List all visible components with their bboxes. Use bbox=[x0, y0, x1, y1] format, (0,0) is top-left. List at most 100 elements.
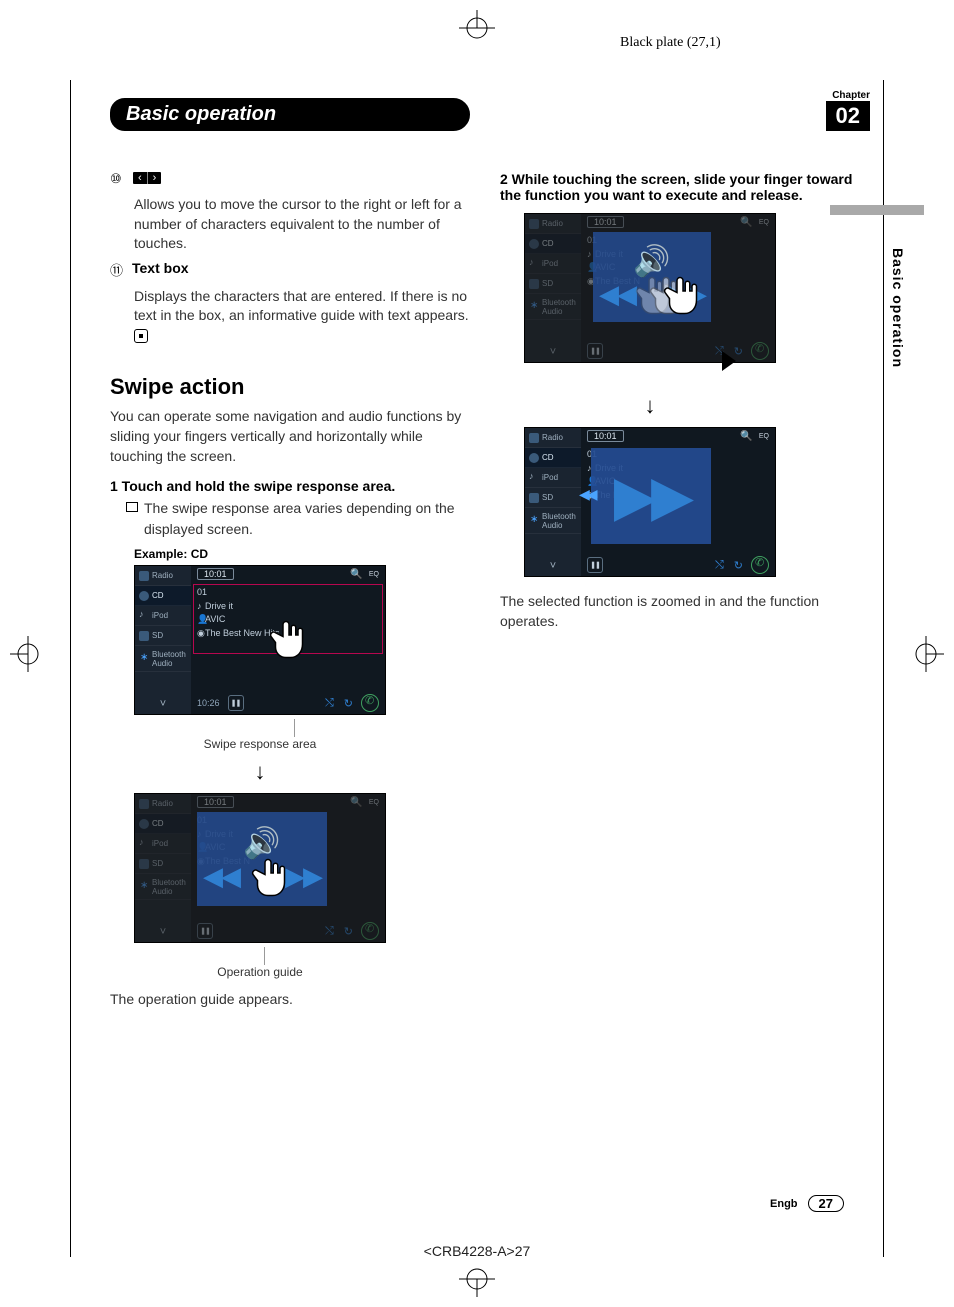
side-item-more: ˅ bbox=[135, 926, 191, 942]
eq-icon: EQ bbox=[369, 799, 379, 806]
side-item-cd: CD bbox=[135, 586, 191, 606]
language-label: Engb bbox=[770, 1198, 798, 1210]
pause-icon bbox=[587, 557, 603, 573]
cursor-left-right-key: ‹ › bbox=[132, 171, 162, 185]
device-time: 10:01 bbox=[197, 568, 234, 580]
phone-icon bbox=[361, 922, 379, 940]
item-11-title: Text box bbox=[132, 260, 189, 276]
side-item-more: ˅ bbox=[525, 560, 581, 576]
pause-icon bbox=[587, 343, 603, 359]
cd-icon bbox=[139, 591, 149, 601]
side-item-bluetooth: Bluetooth Audio bbox=[525, 508, 581, 534]
plate-label: Black plate (27,1) bbox=[620, 35, 721, 51]
device-time: 10:01 bbox=[587, 430, 624, 442]
down-arrow-icon: ↓ bbox=[134, 759, 386, 785]
device-screenshot-operation-guide: Radio CD iPod SD Bluetooth Audio ˅ 10:01… bbox=[134, 793, 386, 943]
shuffle-icon: ⤭ bbox=[715, 559, 724, 572]
hand-hold-icon bbox=[247, 852, 295, 900]
phone-icon bbox=[361, 694, 379, 712]
section-title-pill: Basic operation bbox=[110, 98, 470, 131]
repeat-icon: ↻ bbox=[734, 559, 743, 572]
radio-icon bbox=[139, 571, 149, 581]
item-10-description: Allows you to move the cursor to the rig… bbox=[134, 195, 470, 254]
swipe-area-caption: Swipe response area bbox=[134, 719, 386, 751]
skip-forward-big-icon: ▶▶ bbox=[614, 463, 688, 529]
page-margin-left bbox=[70, 80, 71, 1257]
sd-icon bbox=[139, 631, 149, 641]
operation-guide-caption: Operation guide bbox=[134, 947, 386, 979]
pause-icon bbox=[228, 695, 244, 711]
document-code: <CRB4228-A>27 bbox=[424, 1243, 531, 1259]
page-number: 27 bbox=[808, 1195, 844, 1212]
repeat-icon: ↻ bbox=[344, 697, 353, 710]
phone-icon bbox=[751, 342, 769, 360]
side-item-ipod: iPod bbox=[525, 254, 581, 274]
shuffle-icon: ⤭ bbox=[325, 697, 334, 710]
device-time: 10:01 bbox=[587, 216, 624, 228]
side-item-radio: Radio bbox=[525, 428, 581, 448]
chapter-label: Chapter bbox=[826, 90, 870, 101]
side-item-more: ˅ bbox=[135, 698, 191, 714]
side-item-ipod: iPod bbox=[525, 468, 581, 488]
side-item-ipod: iPod bbox=[135, 606, 191, 626]
side-item-bluetooth: Bluetooth Audio bbox=[135, 874, 191, 900]
hand-hold-icon bbox=[265, 614, 313, 662]
search-icon: 🔍 bbox=[740, 217, 752, 228]
side-item-bluetooth: Bluetooth Audio bbox=[525, 294, 581, 320]
step-2-title: 2 While touching the screen, slide your … bbox=[500, 171, 860, 203]
device-screenshot-zoomed: Radio CD iPod SD Bluetooth Audio ˅ 10:01… bbox=[524, 427, 776, 577]
side-item-sd: SD bbox=[135, 626, 191, 646]
search-icon: 🔍 bbox=[740, 431, 752, 442]
search-icon: 🔍 bbox=[350, 569, 362, 580]
repeat-icon: ↻ bbox=[344, 925, 353, 938]
side-tab-label: Basic operation bbox=[890, 248, 906, 368]
crop-mark-right bbox=[908, 636, 944, 672]
list-number-10: ⑩ bbox=[110, 171, 132, 187]
crop-mark-bottom bbox=[459, 1261, 495, 1297]
bluetooth-icon bbox=[139, 654, 149, 664]
step-1-note: The swipe response area varies depending… bbox=[144, 498, 470, 539]
note-icon bbox=[139, 611, 149, 621]
swipe-action-intro: You can operate some navigation and audi… bbox=[110, 406, 470, 467]
pause-icon bbox=[197, 923, 213, 939]
down-arrow-icon: ↓ bbox=[524, 393, 776, 419]
hand-slide-icon bbox=[659, 270, 707, 318]
side-item-more: ˅ bbox=[525, 346, 581, 362]
side-item-radio: Radio bbox=[135, 566, 191, 586]
search-icon: 🔍 bbox=[350, 797, 362, 808]
skip-back-icon: ◀◀ bbox=[599, 279, 635, 310]
cursor-left-icon: ‹ bbox=[133, 172, 148, 184]
side-item-radio: Radio bbox=[135, 794, 191, 814]
device-screenshot-swipe-area: Radio CD iPod SD Bluetooth Audio ˅ 10:01… bbox=[134, 565, 386, 715]
crop-mark-left bbox=[10, 636, 46, 672]
skip-back-icon: ◀◀ bbox=[203, 861, 239, 892]
shuffle-icon: ⤭ bbox=[325, 925, 334, 938]
side-item-sd: SD bbox=[525, 488, 581, 508]
step-1-result: The operation guide appears. bbox=[110, 989, 470, 1009]
phone-icon bbox=[751, 556, 769, 574]
side-item-bluetooth: Bluetooth Audio bbox=[135, 646, 191, 672]
swipe-action-heading: Swipe action bbox=[110, 374, 470, 400]
example-label: Example: CD bbox=[134, 547, 470, 561]
elapsed-time: 10:26 bbox=[197, 698, 220, 708]
side-item-sd: SD bbox=[525, 274, 581, 294]
side-item-radio: Radio bbox=[525, 214, 581, 234]
step-1-title: 1 Touch and hold the swipe response area… bbox=[110, 478, 470, 494]
page-margin-right bbox=[883, 80, 884, 1257]
skip-back-small-icon: ◀◀ bbox=[579, 486, 595, 503]
zoomed-function-overlay: ◀◀ ▶▶ bbox=[591, 448, 711, 544]
side-item-cd: CD bbox=[525, 448, 581, 468]
side-item-ipod: iPod bbox=[135, 834, 191, 854]
eq-icon: EQ bbox=[759, 433, 769, 440]
item-11-description: Displays the characters that are entered… bbox=[134, 287, 470, 346]
side-item-cd: CD bbox=[135, 814, 191, 834]
side-item-sd: SD bbox=[135, 854, 191, 874]
slide-direction-arrow-icon bbox=[694, 347, 738, 375]
cursor-right-icon: › bbox=[148, 172, 162, 184]
list-number-11: ⑪ bbox=[110, 260, 132, 279]
side-item-cd: CD bbox=[525, 234, 581, 254]
crop-mark-top bbox=[459, 10, 495, 46]
note-bullet-icon bbox=[126, 502, 138, 512]
eq-icon: EQ bbox=[369, 571, 379, 578]
end-section-icon bbox=[134, 329, 148, 343]
